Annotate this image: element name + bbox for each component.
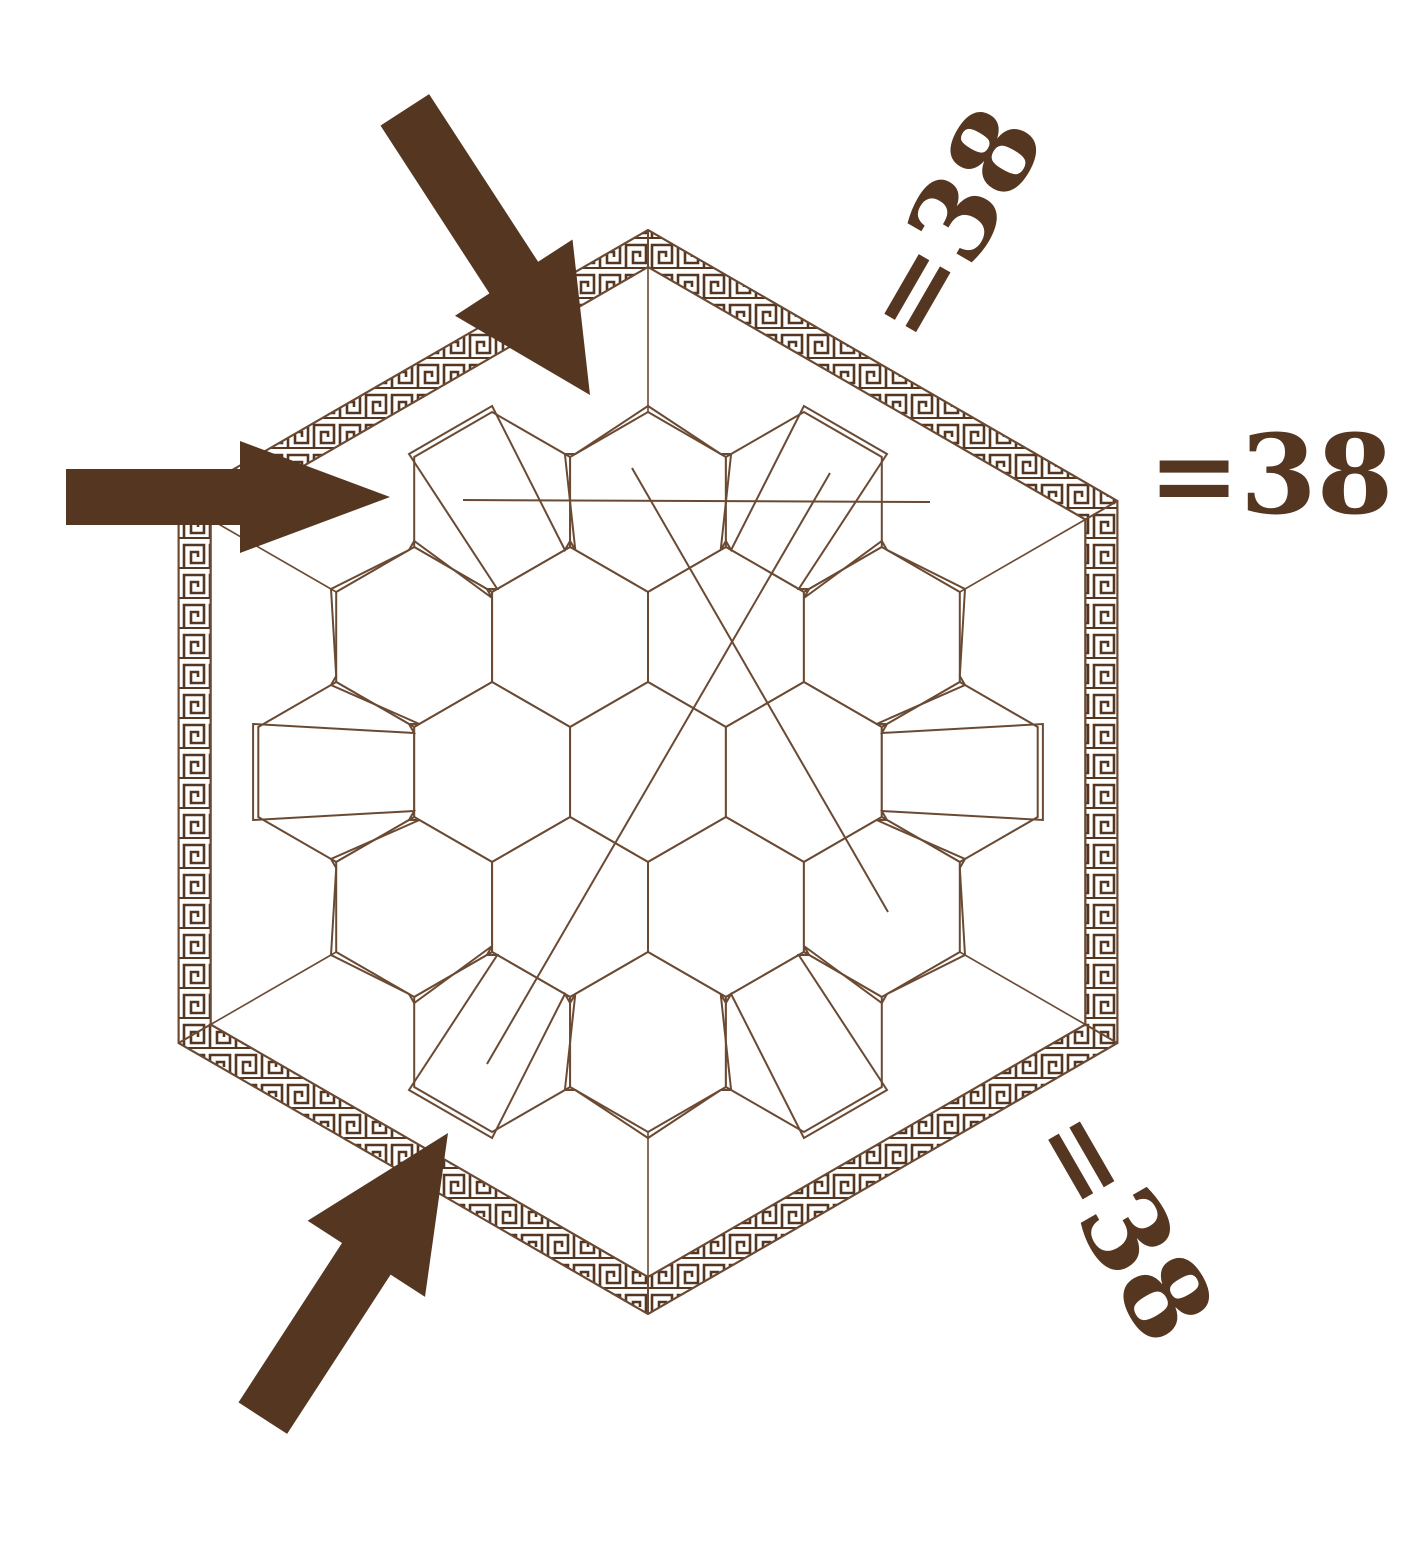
arrows [66, 94, 590, 1434]
board-double-outline [252, 404, 1044, 1140]
frame-corner-miter [1084, 500, 1118, 521]
arrow-bottom-left-diagonal [238, 1133, 448, 1434]
frame-corner-miter [1084, 1023, 1118, 1044]
diagonal-line [486, 472, 831, 1065]
arrow-top-left-diagonal [380, 94, 590, 395]
arrow-left-horizontal [66, 441, 390, 553]
diagonal-lines [462, 467, 931, 1065]
diagonal-line [631, 467, 889, 913]
hex-cells [252, 404, 1044, 1140]
hex-cell [724, 950, 883, 1134]
diagonal-line [462, 499, 931, 503]
sum-label-right: =38 [1148, 410, 1394, 539]
frame-corner-miter [178, 1023, 212, 1044]
